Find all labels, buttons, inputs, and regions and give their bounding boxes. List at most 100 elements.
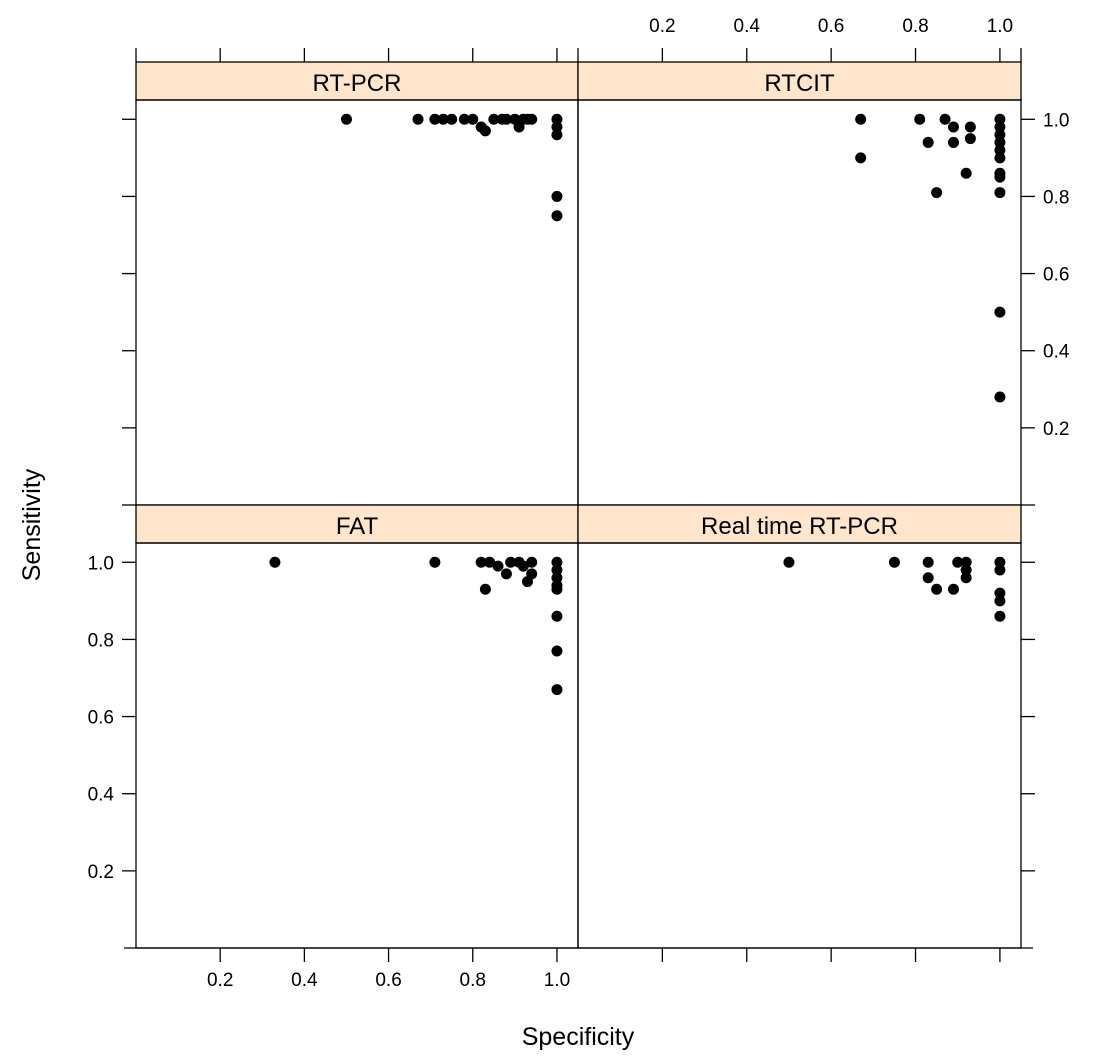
point-rtcit	[994, 391, 1006, 403]
y-tick-label-right: 0.6	[1043, 265, 1069, 286]
point-real-time-rt-pcr	[960, 572, 972, 584]
point-fat	[526, 556, 538, 568]
point-rtcit	[922, 136, 934, 148]
point-rt-pcr	[500, 113, 512, 125]
point-real-time-rt-pcr	[960, 556, 972, 568]
point-rt-pcr	[551, 129, 563, 141]
point-rt-pcr	[429, 113, 441, 125]
y-tick-label-left: 0.8	[88, 630, 114, 651]
x-tick-label-top: 0.8	[902, 16, 928, 37]
point-real-time-rt-pcr	[994, 610, 1006, 622]
point-rt-pcr	[437, 113, 449, 125]
panel-frame-fat	[135, 542, 579, 949]
point-rtcit	[964, 133, 976, 145]
point-real-time-rt-pcr	[922, 572, 934, 584]
point-rtcit	[939, 113, 951, 125]
point-fat	[505, 556, 517, 568]
y-tick-label-left: 0.4	[88, 785, 115, 806]
point-real-time-rt-pcr	[952, 556, 964, 568]
point-real-time-rt-pcr	[994, 587, 1006, 599]
point-rt-pcr	[526, 113, 538, 125]
point-rtcit	[994, 187, 1006, 199]
point-real-time-rt-pcr	[960, 564, 972, 576]
panels-layer: RT-PCR RTCIT FAT Real time RT-PCR	[135, 61, 1022, 949]
point-fat	[551, 572, 563, 584]
point-rtcit	[947, 121, 959, 133]
point-rt-pcr	[458, 113, 470, 125]
point-rt-pcr	[479, 125, 491, 137]
y-tick-label-right: 0.2	[1043, 419, 1069, 440]
y-tick-label-right: 0.8	[1043, 187, 1069, 208]
point-rt-pcr	[551, 113, 563, 125]
point-fat	[429, 556, 441, 568]
point-rtcit	[964, 121, 976, 133]
panel-frame-rt-pcr	[135, 99, 579, 506]
point-rt-pcr	[412, 113, 424, 125]
point-fat	[551, 610, 563, 622]
point-rt-pcr	[467, 113, 479, 125]
point-rtcit	[994, 129, 1006, 141]
axes-layer: 0.2 0.4 0.6 0.8 1.0 0.2 0.4 0.6 0.8 1.0 0.2 0.4 0.6 0…	[88, 16, 1070, 991]
point-fat	[551, 645, 563, 657]
x-axis-title: Specificity	[522, 1023, 635, 1051]
point-fat	[479, 583, 491, 595]
x-tick-label-top: 1.0	[987, 16, 1013, 37]
point-fat	[526, 568, 538, 580]
point-rtcit	[994, 136, 1006, 148]
point-rtcit	[994, 113, 1006, 125]
y-tick-label-left: 0.2	[88, 862, 114, 883]
point-rtcit	[914, 113, 926, 125]
y-tick-label-right: 1.0	[1043, 110, 1069, 131]
point-fat	[500, 568, 512, 580]
point-rtcit	[931, 187, 943, 199]
point-rt-pcr	[551, 210, 563, 222]
x-tick-label-bottom: 0.4	[291, 970, 318, 991]
point-rt-pcr	[551, 190, 563, 202]
point-fat	[551, 583, 563, 595]
point-fat	[551, 556, 563, 568]
point-real-time-rt-pcr	[994, 595, 1006, 607]
strip-label-rtcit: RTCIT	[764, 70, 835, 97]
point-fat	[492, 560, 504, 572]
point-rtcit	[947, 136, 959, 148]
x-tick-label-top: 0.4	[734, 16, 761, 37]
point-real-time-rt-pcr	[947, 583, 959, 595]
x-tick-label-bottom: 1.0	[544, 970, 570, 991]
point-rtcit	[960, 167, 972, 179]
point-rtcit	[855, 152, 867, 164]
strip-label-real-time-rt-pcr: Real time RT-PCR	[701, 513, 898, 540]
point-rtcit	[855, 113, 867, 125]
y-axis-title: Sensitivity	[18, 468, 46, 581]
point-fat	[551, 684, 563, 696]
point-rt-pcr	[446, 113, 458, 125]
y-tick-label-left: 0.6	[88, 708, 114, 729]
point-fat	[551, 564, 563, 576]
point-rtcit	[994, 121, 1006, 133]
point-real-time-rt-pcr	[994, 564, 1006, 576]
strip-label-fat: FAT	[336, 513, 379, 540]
y-tick-label-right: 0.4	[1043, 342, 1070, 363]
point-real-time-rt-pcr	[931, 583, 943, 595]
strip-rt-pcr	[135, 61, 579, 101]
point-fat	[475, 556, 487, 568]
y-tick-label-left: 1.0	[88, 553, 114, 574]
point-rtcit	[994, 171, 1006, 183]
x-tick-label-bottom: 0.2	[207, 970, 233, 991]
point-rtcit	[994, 306, 1006, 318]
x-tick-label-top: 0.6	[818, 16, 844, 37]
point-fat	[517, 560, 529, 572]
x-tick-label-bottom: 0.8	[460, 970, 486, 991]
point-rtcit	[994, 144, 1006, 156]
point-fat	[269, 556, 281, 568]
panel-frame-real-time-rt-pcr	[577, 542, 1022, 949]
point-real-time-rt-pcr	[922, 556, 934, 568]
strip-label-rt-pcr: RT-PCR	[313, 70, 402, 97]
x-tick-label-bottom: 0.6	[375, 970, 401, 991]
panel-frame-rtcit	[577, 99, 1022, 506]
point-real-time-rt-pcr	[888, 556, 900, 568]
point-rt-pcr	[340, 113, 352, 125]
point-fat	[484, 556, 496, 568]
point-real-time-rt-pcr	[783, 556, 795, 568]
point-rtcit	[994, 152, 1006, 164]
strip-real-time-rt-pcr	[577, 504, 1022, 544]
